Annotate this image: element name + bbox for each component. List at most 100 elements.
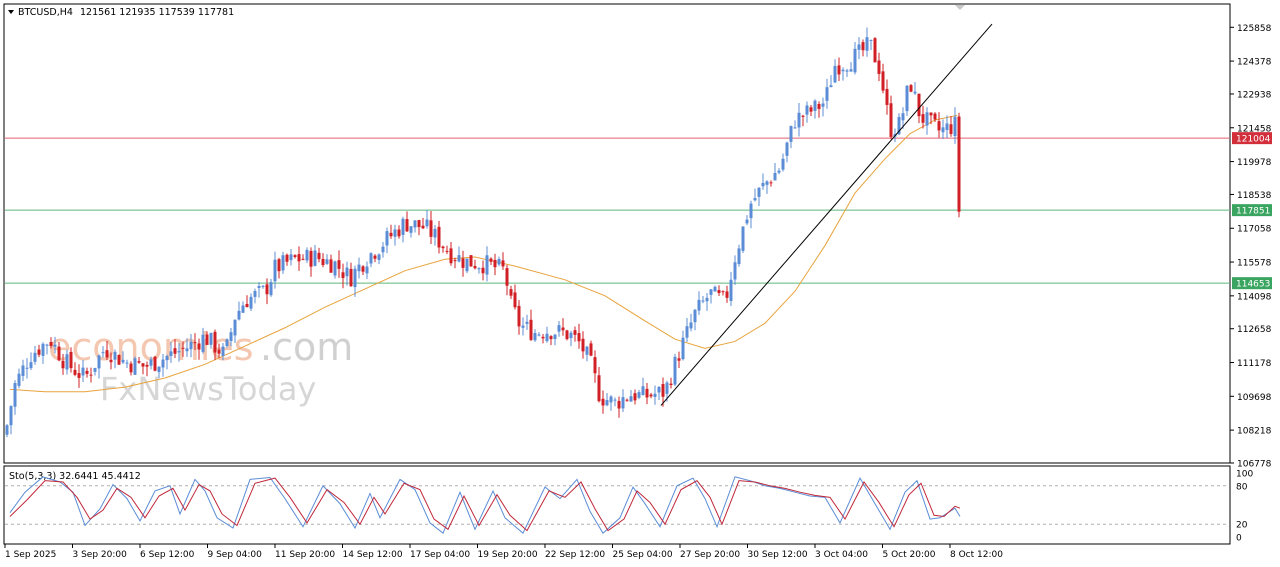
candle-body [937,121,941,131]
candle-body [945,123,949,131]
trendline-line[interactable] [660,23,993,406]
candle-body [597,375,601,402]
candle-body [101,352,105,354]
candle-body [425,219,429,227]
candle-body [805,105,809,115]
price-axis: 125858 124378 122938 121458 119978 118538 1170… [1230,24,1272,470]
candle-body [221,346,225,356]
chart-ohlc: 121561 121935 117539 117781 [80,7,234,18]
candle-body [873,38,877,63]
y-tick-label: 114098 [1237,292,1272,302]
candle-body [205,334,209,345]
candle-body [61,360,65,369]
level-tag-text: 117851 [1236,207,1270,217]
candle-body [93,367,97,372]
candle-body [169,351,173,356]
candle-body [329,259,333,273]
stochastic-label: Sto(5,3,3) 32.6441 45.4412 [9,471,141,482]
candle-body [401,218,405,235]
candle-body [645,388,649,398]
candle-body [25,367,29,369]
candle-body [413,220,417,228]
candle-body [233,319,237,336]
candle-body [445,250,449,252]
stoch-signal-line [9,477,961,532]
candle-body [173,348,177,354]
x-tick-label: 3 Sep 20:00 [73,550,128,560]
chart-shift-icon[interactable] [955,5,965,10]
stoch-axis-label: 100 [1236,470,1253,480]
candle-body [917,93,921,117]
candle-body [201,334,205,352]
candle-body [681,337,685,360]
candle-body [361,266,365,272]
candle-body [17,373,21,386]
candle-body [313,250,317,266]
chart-symbol: BTCUSD,H4 [18,7,73,18]
candle-body [41,343,45,356]
candle-body [53,344,57,347]
candle-body [317,252,321,260]
chart-menu-icon[interactable] [8,10,14,14]
candle-body [285,254,289,262]
level-tag-114653 [1232,277,1272,290]
level-tag-text: 121004 [1236,135,1271,145]
candle-body [833,65,837,83]
candle-body [465,258,469,272]
candle-body [185,348,189,352]
candle-body [641,386,645,395]
candle-body [613,399,617,401]
candle-body [57,346,61,361]
candle-body [69,351,73,369]
candle-body [377,254,381,260]
candle-body [769,182,773,184]
candle-body [165,355,169,361]
level-tags: 121004 117851 114653 [1232,132,1272,290]
candle-body [157,366,161,373]
candle-body [601,398,605,406]
candle-body [913,91,917,94]
candle-body [357,264,361,272]
candle-body [325,259,329,264]
candle-body [609,396,613,403]
candle-body [761,182,765,187]
candle-body [529,319,533,340]
candle-body [393,229,397,237]
stoch-axis-label: 80 [1236,482,1248,492]
candle-body [125,362,129,364]
candle-body [577,333,581,342]
candle-body [369,253,373,264]
candle-body [333,261,337,276]
candle-body [525,321,529,324]
candle-body [45,344,49,346]
candle-body [153,356,157,371]
candle-body [197,343,201,350]
candle-body [389,232,393,237]
candle-body [749,203,753,219]
candle-body [689,322,693,329]
candle-body [545,333,549,342]
x-tick-label: 17 Sep 04:00 [410,550,470,560]
candle-body [557,325,561,332]
candle-body [497,259,501,265]
x-tick-label: 19 Sep 20:00 [478,550,538,560]
y-tick-label: 119978 [1237,158,1272,168]
candle-body [501,260,505,267]
candle-body [541,336,545,339]
candle-body [261,285,265,287]
candle-body [373,255,377,259]
candle-body [341,272,345,278]
candle-body [949,124,953,134]
candle-body [137,361,141,363]
candle-body [517,305,521,327]
candle-body [73,369,77,375]
candle-body [13,383,17,407]
candle-body [461,258,465,268]
candle-body [297,254,301,262]
y-tick-label: 111178 [1237,359,1272,369]
candle-body [605,400,609,406]
candle-body [365,266,369,274]
candle-body [869,39,873,41]
candle-body [417,220,421,228]
candle-body [29,362,33,369]
